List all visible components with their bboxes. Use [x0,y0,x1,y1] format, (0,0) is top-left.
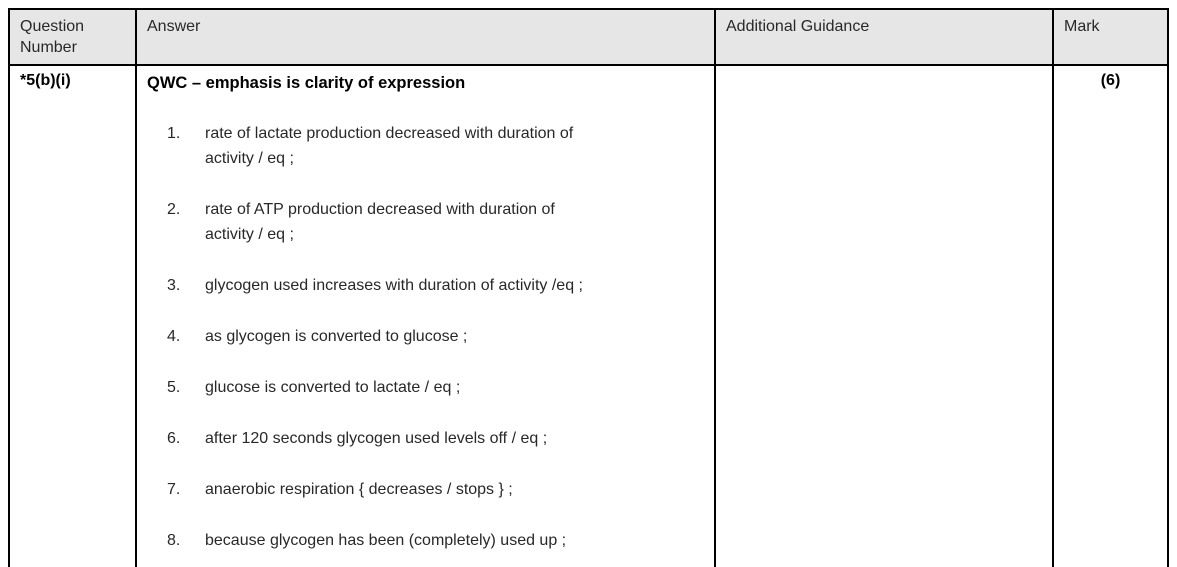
answer-points-list: rate of lactate production decreased wit… [147,121,704,553]
header-row: Question Number Answer Additional Guidan… [8,8,1169,66]
header-additional-guidance: Additional Guidance [714,8,1054,66]
answer-point: rate of ATP production decreased with du… [167,197,555,243]
answer-point: because glycogen has been (completely) u… [167,528,567,553]
mark-scheme-table: Question Number Answer Additional Guidan… [8,8,1169,567]
answer-point: rate of lactate production decreased wit… [167,121,574,167]
answer-point: after 120 seconds glycogen used levels o… [167,426,548,451]
mark-value: (6) [1100,72,1121,89]
additional-guidance-cell [714,64,1054,567]
answer-point: glycogen used increases with duration of… [167,273,583,298]
header-answer: Answer [135,8,716,66]
question-number-cell: *5(b)(i) [8,64,137,567]
mark-cell: (6) [1052,64,1169,567]
header-question-number: Question Number [8,8,137,66]
answer-cell: QWC – emphasis is clarity of expression … [135,64,716,567]
header-mark: Mark [1052,8,1169,66]
answer-point: as glycogen is converted to glucose ; [167,324,468,349]
answer-point: glucose is converted to lactate / eq ; [167,375,461,400]
table-row: *5(b)(i) QWC – emphasis is clarity of ex… [8,64,1169,567]
question-number: *5(b)(i) [20,72,71,89]
answer-point: anaerobic respiration { decreases / stop… [167,477,513,502]
answer-heading: QWC – emphasis is clarity of expression [147,74,466,92]
